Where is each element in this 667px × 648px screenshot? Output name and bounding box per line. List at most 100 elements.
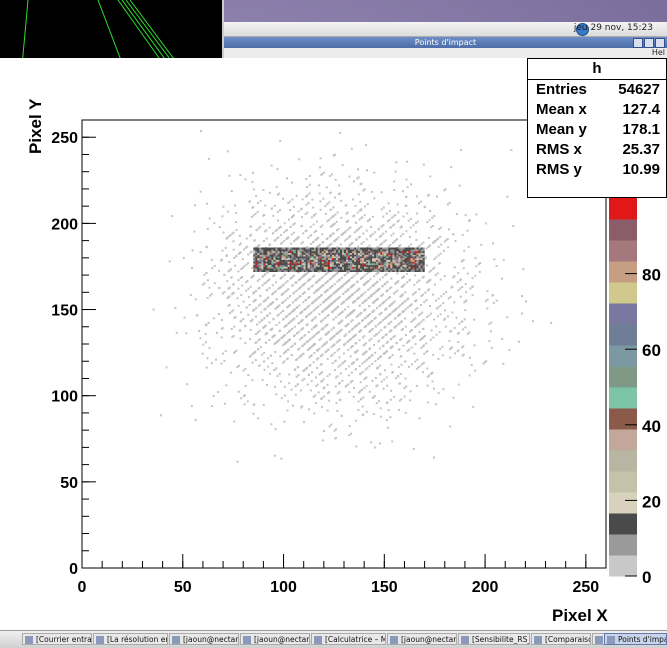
- histogram-bin: [330, 346, 333, 348]
- histogram-bin: [475, 265, 478, 268]
- histogram-bin: [406, 281, 409, 284]
- histogram-bin: [301, 252, 304, 255]
- histogram-bin: [289, 247, 292, 250]
- histogram-bin: [259, 247, 262, 250]
- histogram-bin: [313, 251, 316, 254]
- histogram-bin: [273, 274, 276, 277]
- minimize-icon[interactable]: [633, 38, 643, 48]
- histogram-bin: [358, 339, 361, 342]
- taskbar-item-active[interactable]: Points d'impact: [604, 633, 667, 645]
- taskbar-item[interactable]: [jaoun@nectarine:: [240, 633, 310, 645]
- histogram-bin: [346, 263, 349, 266]
- taskbar-item[interactable]: [Comparaison]: [531, 633, 591, 645]
- maximize-icon[interactable]: [644, 38, 654, 48]
- taskbar-item[interactable]: [jaoun@nectarine: [387, 633, 457, 645]
- histogram-bin: [313, 268, 316, 271]
- histogram-bin: [259, 252, 262, 255]
- update-icon[interactable]: [576, 23, 589, 36]
- taskbar-item[interactable]: [jaoun@nectarine:: [169, 633, 239, 645]
- histogram-bin: [400, 320, 403, 323]
- histogram-bin: [313, 326, 316, 329]
- histogram-bin: [255, 251, 258, 254]
- taskbar-item[interactable]: [Sensibilite_RS_RE: [458, 633, 530, 645]
- help-menu[interactable]: Hel: [651, 48, 665, 57]
- window-titlebar[interactable]: Points d'impact: [224, 37, 667, 48]
- stats-box[interactable]: h Entries 54627 Mean x 127.4 Mean y 178.1 R…: [527, 58, 667, 198]
- histogram-bin: [362, 263, 365, 266]
- histogram-bin: [361, 216, 364, 219]
- histogram-bin: [352, 180, 355, 183]
- stats-value: 10.99: [622, 161, 660, 178]
- histogram-bin: [413, 283, 416, 286]
- histogram-bin: [396, 238, 399, 241]
- histogram-bin: [396, 306, 399, 309]
- histogram-bin: [299, 249, 302, 252]
- histogram-bin: [334, 213, 337, 216]
- histogram-bin: [422, 163, 425, 166]
- histogram-bin: [342, 252, 345, 255]
- histogram-bin: [354, 368, 357, 371]
- histogram-bin: [340, 261, 343, 264]
- histogram-bin: [281, 336, 284, 339]
- histogram-bin: [386, 254, 389, 257]
- taskbar-item[interactable]: [Courrier entrant: [22, 633, 92, 645]
- histogram-bin: [333, 300, 336, 303]
- taskbar-item[interactable]: [La résolution en: [93, 633, 168, 645]
- histogram-bin: [259, 251, 262, 254]
- histogram-bin: [386, 340, 389, 343]
- histogram-bin: [393, 240, 396, 243]
- terminal-icon: [243, 636, 251, 644]
- histogram-bin: [344, 266, 347, 269]
- histogram-bin: [249, 285, 252, 288]
- histogram-bin: [357, 168, 359, 171]
- histogram-bin: [247, 287, 250, 290]
- histogram-bin: [486, 298, 489, 301]
- histogram-bin: [362, 413, 365, 416]
- histogram-bin: [281, 266, 284, 269]
- histogram-bin: [333, 266, 336, 269]
- histogram-bin: [387, 245, 390, 248]
- histogram-bin: [358, 287, 361, 290]
- histogram-bin: [277, 269, 280, 272]
- histogram-bin: [517, 340, 520, 343]
- histogram-bin: [368, 322, 370, 325]
- histogram-bin: [311, 284, 314, 287]
- histogram-bin: [291, 284, 294, 287]
- histogram-bin: [381, 225, 384, 228]
- histogram-bin: [301, 256, 304, 259]
- clock[interactable]: jeu 29 nov, 15:23: [573, 23, 653, 33]
- histogram-bin: [208, 286, 211, 289]
- histogram-bin: [277, 227, 280, 230]
- histogram-bin: [369, 321, 372, 324]
- histogram-bin: [437, 392, 440, 395]
- histogram-bin: [440, 243, 443, 246]
- histogram-bin: [301, 269, 304, 272]
- close-icon[interactable]: [655, 38, 665, 48]
- histogram-bin: [378, 400, 380, 403]
- taskbar-item[interactable]: [Calculatrice – M: [311, 633, 386, 645]
- histogram-bin: [412, 264, 415, 267]
- histogram-bin: [333, 274, 336, 277]
- colorbar-swatch: [609, 345, 637, 367]
- histogram-bin: [326, 357, 329, 360]
- histogram-bin: [279, 269, 282, 272]
- histogram-bin: [302, 369, 305, 372]
- histogram-bin: [284, 316, 287, 319]
- histogram-bin: [378, 254, 381, 257]
- histogram-bin: [258, 278, 261, 281]
- histogram-bin: [372, 251, 375, 254]
- histogram-bin: [464, 214, 467, 217]
- x-tick-label: 150: [371, 579, 398, 596]
- histogram-bin: [319, 266, 322, 269]
- histogram-bin: [407, 297, 410, 300]
- histogram-bin: [287, 257, 290, 260]
- histogram-bin: [221, 215, 224, 218]
- histogram-bin: [298, 158, 301, 161]
- histogram-bin: [311, 264, 314, 267]
- histogram-bin: [206, 227, 209, 230]
- histogram-bin: [465, 299, 468, 302]
- histogram-bin: [408, 263, 411, 266]
- histogram-bin: [388, 257, 391, 260]
- histogram-bin: [329, 261, 332, 264]
- histogram-bin: [358, 268, 361, 271]
